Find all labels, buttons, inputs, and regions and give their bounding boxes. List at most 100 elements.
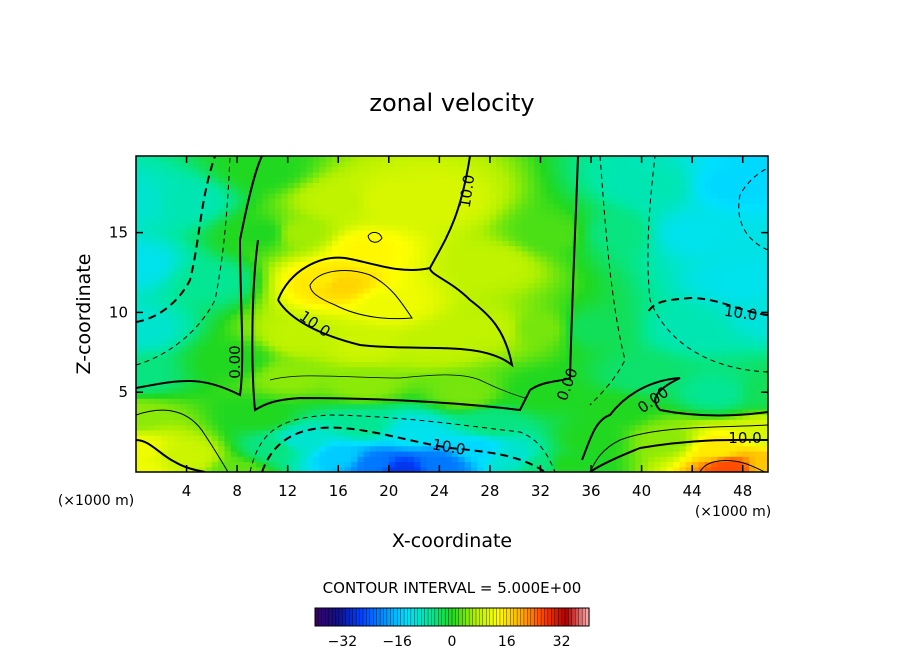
heatmap-cell — [559, 382, 567, 389]
heatmap-cell — [388, 203, 396, 210]
heatmap-cell — [521, 314, 529, 320]
heatmap-cell — [534, 245, 542, 252]
heatmap-cell — [268, 345, 276, 352]
heatmap-cell — [603, 345, 611, 352]
heatmap-cell — [363, 366, 371, 373]
heatmap-cell — [622, 329, 630, 336]
heatmap-cell — [635, 377, 643, 384]
heatmap-cell — [224, 345, 232, 352]
heatmap-cell — [388, 256, 396, 262]
heatmap-cell — [148, 287, 156, 294]
heatmap-cell — [173, 171, 181, 178]
heatmap-cell — [192, 229, 200, 236]
heatmap-cell — [142, 250, 150, 257]
heatmap-cell — [268, 261, 276, 268]
heatmap-cell — [458, 266, 466, 273]
heatmap-cell — [452, 308, 459, 315]
heatmap-cell — [477, 340, 485, 347]
heatmap-cell — [205, 435, 213, 441]
heatmap-cell — [610, 308, 617, 315]
heatmap-cell — [565, 398, 573, 405]
heatmap-cell — [369, 345, 377, 352]
heatmap-cell — [628, 240, 636, 247]
heatmap-cell — [376, 382, 384, 389]
heatmap-cell — [268, 456, 276, 463]
heatmap-cell — [167, 229, 175, 236]
heatmap-cell — [376, 450, 384, 457]
heatmap-cell — [433, 182, 440, 189]
heatmap-cell — [338, 192, 346, 199]
heatmap-cell — [572, 171, 579, 178]
heatmap-cell — [205, 208, 213, 215]
heatmap-cell — [180, 387, 188, 394]
heatmap-cell — [641, 282, 649, 289]
heatmap-cell — [256, 187, 263, 194]
heatmap-cell — [350, 240, 358, 247]
heatmap-cell — [268, 393, 276, 399]
heatmap-cell — [496, 245, 504, 252]
heatmap-cell — [433, 314, 440, 320]
heatmap-cell — [275, 377, 282, 384]
heatmap-cell — [186, 371, 194, 378]
heatmap-cell — [483, 277, 491, 283]
heatmap-cell — [224, 245, 232, 252]
heatmap-cell — [647, 345, 655, 352]
heatmap-cell — [161, 308, 169, 315]
heatmap-cell — [527, 240, 535, 247]
heatmap-cell — [433, 208, 440, 215]
heatmap-cell — [527, 440, 535, 447]
heatmap-cell — [325, 393, 333, 399]
heatmap-cell — [628, 440, 636, 447]
heatmap-cell — [483, 187, 491, 194]
heatmap-cell — [521, 387, 529, 394]
heatmap-cell — [622, 466, 630, 472]
heatmap-cell — [224, 287, 232, 294]
heatmap-cell — [350, 266, 358, 273]
heatmap-cell — [572, 456, 579, 463]
heatmap-cell — [180, 356, 188, 362]
heatmap-cell — [173, 271, 181, 278]
heatmap-cell — [218, 303, 226, 310]
heatmap-cell — [262, 314, 270, 320]
heatmap-cell — [173, 398, 181, 405]
heatmap-cell — [306, 319, 314, 326]
heatmap-cell — [344, 224, 352, 231]
heatmap-cell — [641, 419, 649, 426]
heatmap-cell — [546, 450, 554, 457]
heatmap-cell — [458, 377, 466, 384]
heatmap-cell — [300, 303, 308, 310]
heatmap-cell — [363, 166, 371, 173]
heatmap-cell — [306, 398, 314, 405]
heatmap-cell — [136, 461, 143, 468]
heatmap-cell — [565, 414, 573, 420]
heatmap-cell — [211, 466, 219, 472]
heatmap-cell — [641, 450, 649, 457]
heatmap-cell — [477, 219, 485, 226]
heatmap-cell — [540, 319, 548, 326]
heatmap-cell — [553, 224, 561, 231]
heatmap-cell — [224, 456, 232, 463]
heatmap-cell — [256, 345, 263, 352]
heatmap-cell — [173, 308, 181, 315]
heatmap-cell — [426, 245, 434, 252]
heatmap-cell — [243, 435, 251, 441]
heatmap-cell — [275, 329, 282, 336]
heatmap-cell — [338, 298, 346, 305]
heatmap-cell — [641, 440, 649, 447]
heatmap-cell — [211, 256, 219, 262]
heatmap-cell — [243, 298, 251, 305]
heatmap-cell — [458, 282, 466, 289]
heatmap-cell — [344, 387, 352, 394]
heatmap-cell — [338, 382, 346, 389]
heatmap-cell — [641, 345, 649, 352]
heatmap-cell — [148, 219, 156, 226]
heatmap-cell — [546, 393, 554, 399]
heatmap-cell — [287, 287, 295, 294]
heatmap-cell — [268, 292, 276, 299]
heatmap-cell — [306, 166, 314, 173]
heatmap-cell — [597, 366, 605, 373]
heatmap-cell — [382, 319, 390, 326]
heatmap-cell — [426, 414, 434, 420]
heatmap-cell — [237, 166, 245, 173]
heatmap-cell — [610, 235, 617, 241]
